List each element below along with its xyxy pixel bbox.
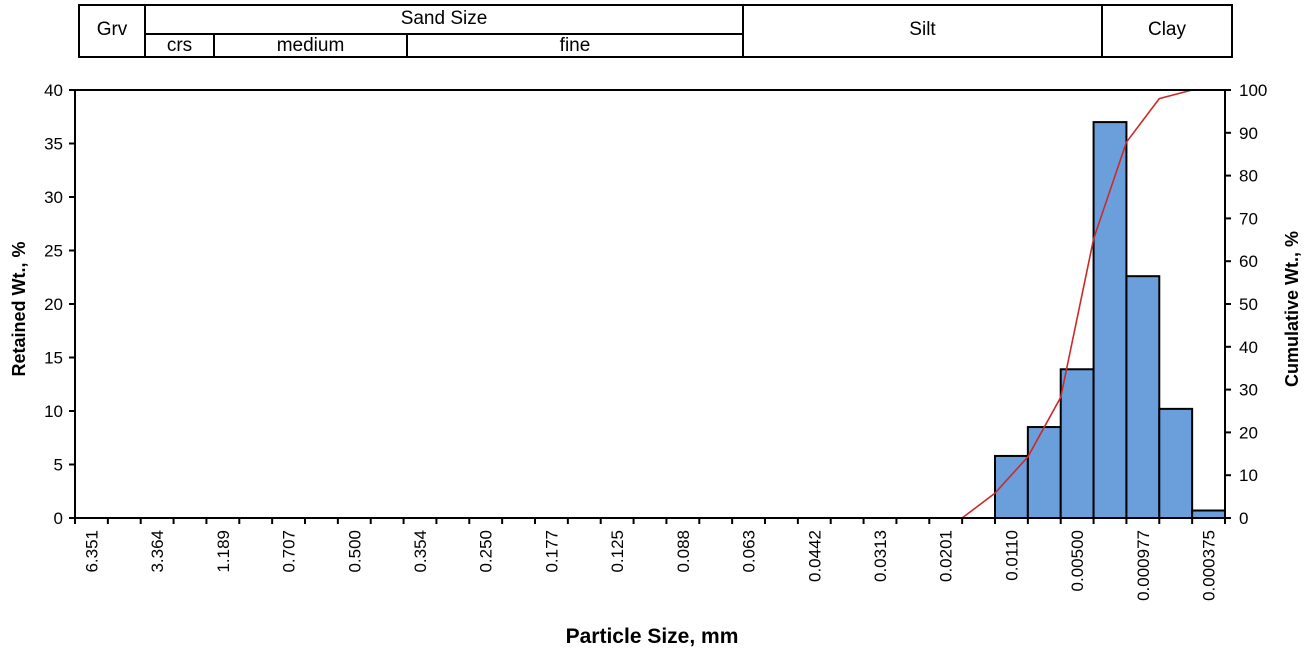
y2-tick-label-3: 30 <box>1239 381 1258 400</box>
y-axis-title: Retained Wt., % <box>9 241 29 376</box>
x-tick-label-11: 0.0442 <box>805 530 824 582</box>
sand-label: Sand Size <box>400 8 488 29</box>
y2-tick-label-7: 70 <box>1239 209 1258 228</box>
x-tick-label-16: 0.000977 <box>1134 530 1153 601</box>
clay-cell <box>1101 4 1233 58</box>
crs-divider <box>213 33 215 58</box>
y2-tick-label-2: 20 <box>1239 423 1258 442</box>
x-tick-label-10: 0.063 <box>740 530 759 573</box>
y-tick-label-2: 10 <box>44 402 63 421</box>
sand-divider <box>144 33 744 35</box>
x-tick-label-2: 1.189 <box>214 530 233 573</box>
bar-2 <box>1059 368 1095 519</box>
y2-tick-label-8: 80 <box>1239 167 1258 186</box>
x-tick-label-9: 0.088 <box>674 530 693 573</box>
x-tick-label-15: 0.00500 <box>1068 530 1087 591</box>
x-tick-label-14: 0.0110 <box>1002 530 1021 581</box>
x-tick-label-4: 0.500 <box>345 530 364 573</box>
cumulative-line-layer <box>75 89 1193 519</box>
y2-tick-label-6: 60 <box>1239 252 1258 271</box>
x-axis-title: Particle Size, mm <box>566 625 739 648</box>
sand-fine-label: fine <box>559 35 591 56</box>
cumulative-line <box>75 89 1193 519</box>
gravel-label: Grv <box>96 19 128 40</box>
x-tick-label-3: 0.707 <box>280 530 299 573</box>
sand-medium-label: medium <box>276 35 345 56</box>
ticks-layer: 0 5 10 15 20 25 30 35 40 0 10 20 30 40 50 60 70 80 90 100 6.… <box>44 81 1267 601</box>
y-tick-label-0: 0 <box>54 509 63 528</box>
y-tick-label-6: 30 <box>44 188 63 207</box>
sand-coarse-label: crs <box>166 35 193 56</box>
medium-divider <box>406 33 408 58</box>
y-tick-label-4: 20 <box>44 295 63 314</box>
x-tick-label-6: 0.250 <box>477 530 496 573</box>
y2-tick-label-10: 100 <box>1239 81 1267 100</box>
x-tick-label-1: 3.364 <box>148 530 167 573</box>
y-tick-label-5: 25 <box>44 242 63 261</box>
y-tick-label-8: 40 <box>44 81 63 100</box>
y-tick-label-1: 5 <box>54 456 63 475</box>
x-tick-label-8: 0.125 <box>608 530 627 573</box>
y2-tick-label-5: 50 <box>1239 295 1258 314</box>
bar-6 <box>1191 509 1226 520</box>
bars-layer <box>994 121 1226 520</box>
y-tick-label-3: 15 <box>44 349 63 368</box>
sand-cell <box>144 4 744 58</box>
silt-cell <box>742 4 1103 58</box>
y2-tick-label-4: 40 <box>1239 338 1258 357</box>
clay-label: Clay <box>1147 19 1186 40</box>
x-tick-label-0: 6.351 <box>82 530 101 573</box>
x-tick-label-17: 0.000375 <box>1200 530 1219 601</box>
y2-tick-label-1: 10 <box>1239 466 1258 485</box>
y2-axis-title: Cumulative Wt., % <box>1282 231 1302 387</box>
y2-tick-label-0: 0 <box>1239 509 1248 528</box>
y2-tick-label-9: 90 <box>1239 124 1258 143</box>
gravel-cell <box>78 4 146 58</box>
bar-1 <box>1026 426 1062 519</box>
x-tick-label-12: 0.0313 <box>871 530 890 582</box>
bar-3 <box>1092 121 1128 519</box>
x-tick-label-5: 0.354 <box>411 530 430 573</box>
bar-5 <box>1158 407 1194 519</box>
y-tick-label-7: 35 <box>44 135 63 154</box>
silt-label: Silt <box>909 19 936 40</box>
x-tick-label-13: 0.0201 <box>937 530 956 582</box>
x-tick-label-7: 0.177 <box>542 530 561 573</box>
bar-4 <box>1125 275 1161 519</box>
